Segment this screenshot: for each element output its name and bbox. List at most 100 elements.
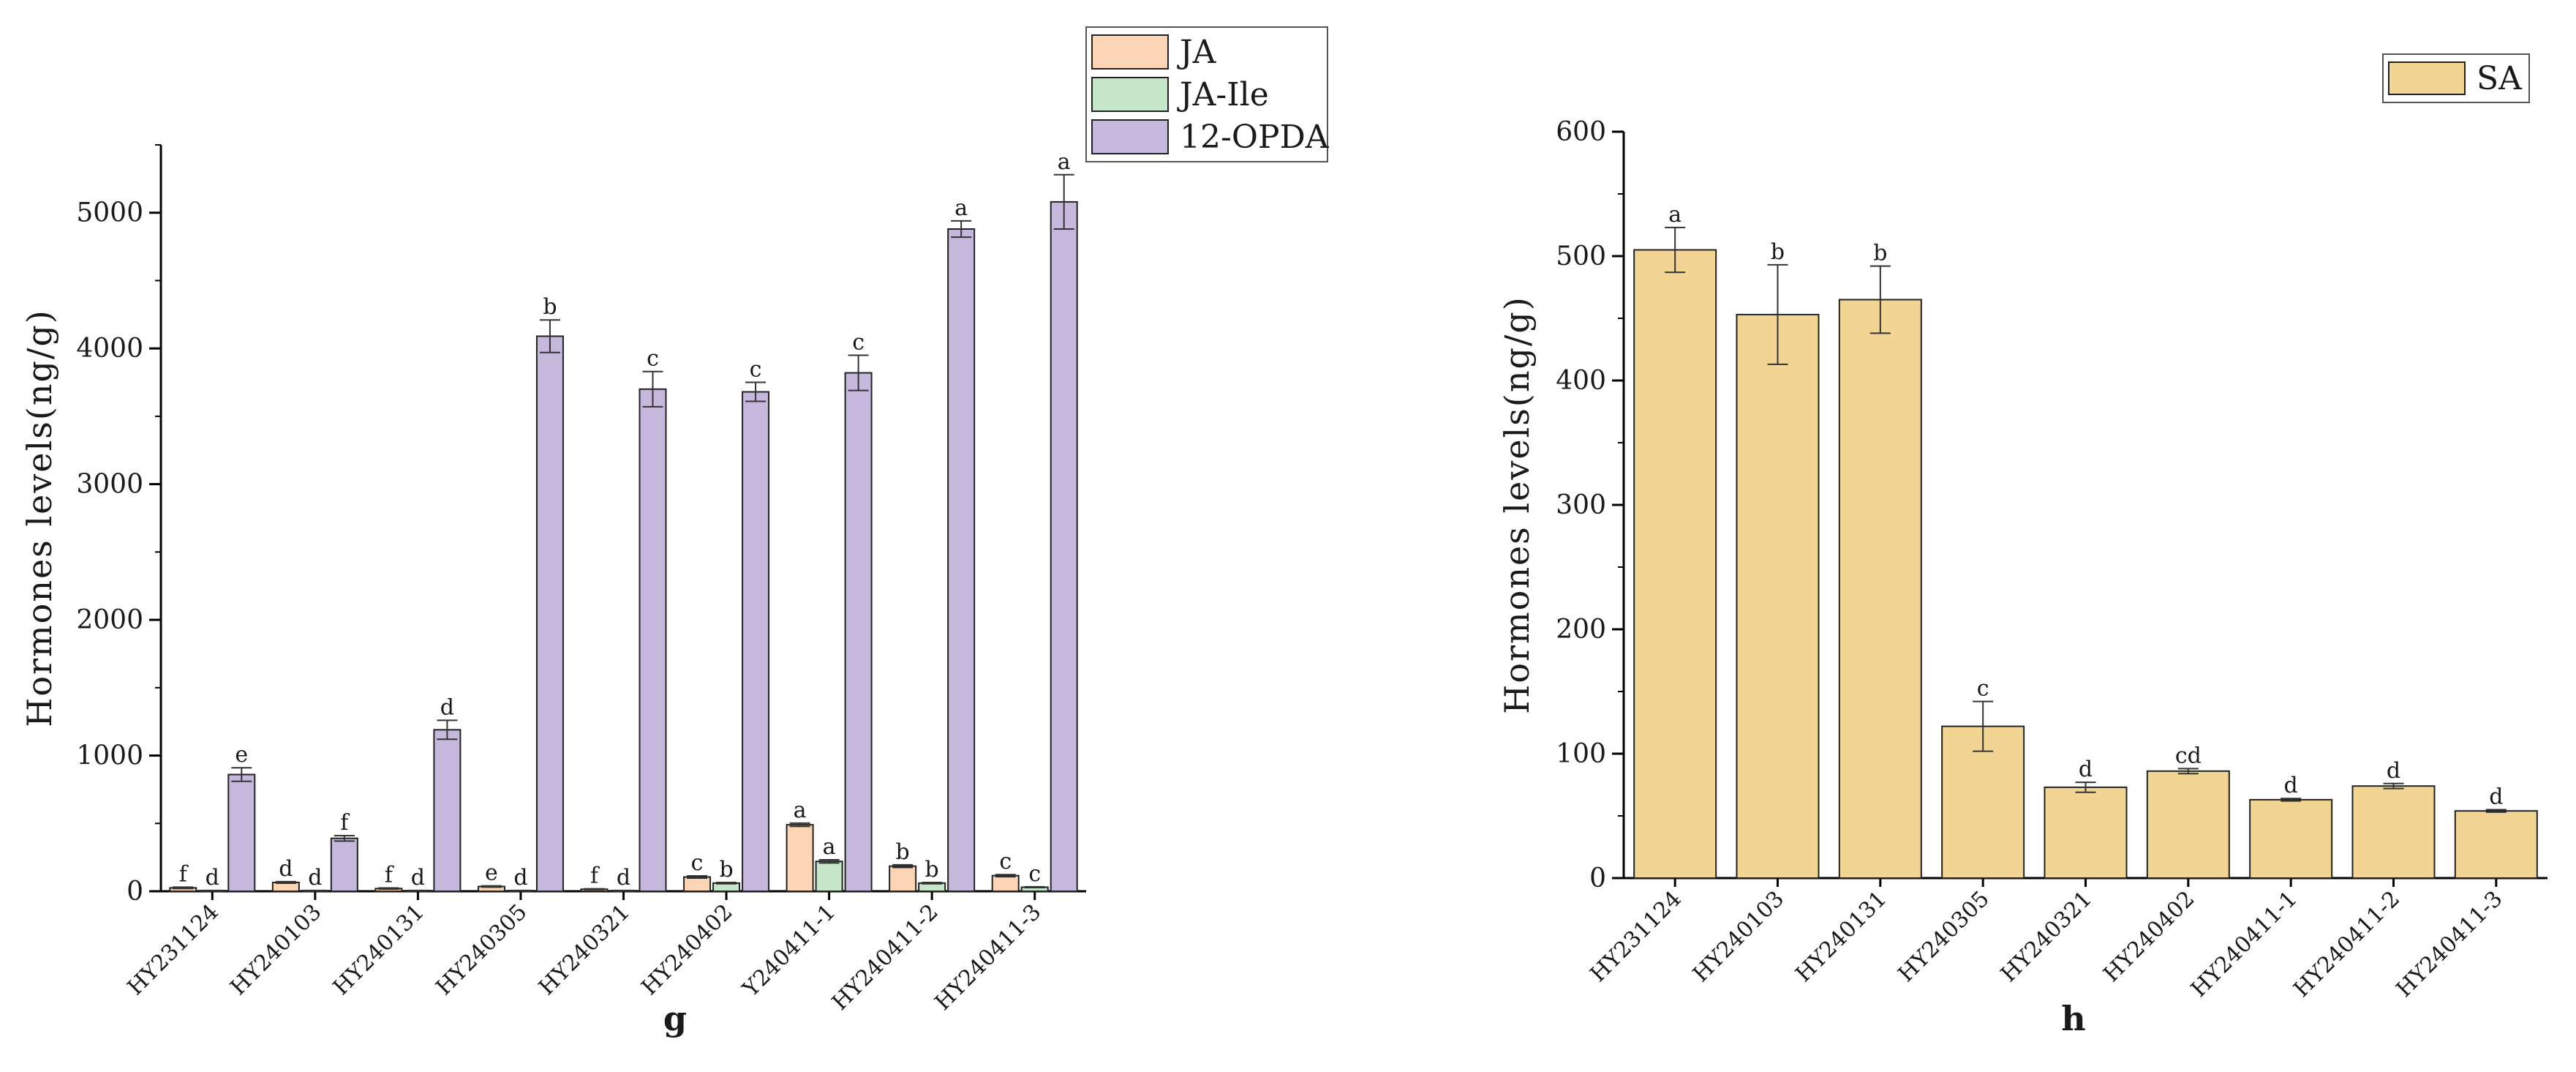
legend-label: JA-Ile (1177, 76, 1269, 113)
y-tick-label: 0 (1589, 863, 1606, 893)
significance-letter: b (543, 294, 557, 320)
significance-letter: d (411, 865, 425, 891)
significance-letter: d (2489, 784, 2503, 810)
x-tick-label: HY240411-2 (827, 899, 944, 1016)
significance-letter: f (340, 810, 350, 836)
x-tick-label: HY240305 (431, 899, 532, 1000)
significance-letter: f (179, 861, 189, 887)
bar-12-opda (742, 391, 770, 892)
significance-letter: d (206, 865, 219, 891)
y-tick-label: 4000 (76, 334, 143, 364)
significance-letter: d (513, 865, 527, 891)
y-axis-title: Hormones levels(ng/g) (1497, 296, 1537, 714)
significance-letter: e (235, 742, 248, 768)
significance-letter: c (852, 329, 865, 355)
significance-letter: a (1668, 202, 1681, 228)
legend-swatch (2388, 61, 2466, 95)
y-tick-label: 300 (1556, 490, 1606, 520)
significance-letter: f (385, 863, 394, 888)
y-tick-label: 500 (1556, 241, 1606, 271)
y-tick-label: 2000 (76, 605, 143, 635)
y-tick-label: 3000 (76, 470, 143, 500)
y-tick-label: 100 (1556, 739, 1606, 769)
x-tick-label: HY240411-3 (930, 899, 1046, 1016)
x-tick-label: HY240402 (2098, 886, 2199, 987)
legend: SA (2382, 53, 2530, 103)
x-tick-label: Y240411-1 (737, 899, 840, 1002)
bar-ja (786, 824, 814, 893)
significance-letter: a (954, 195, 968, 221)
x-tick-label: HY240103 (1688, 886, 1789, 987)
y-tick-label: 400 (1556, 366, 1606, 396)
significance-letter: b (1873, 241, 1887, 266)
y-tick-label: 1000 (76, 741, 143, 771)
significance-letter: a (794, 798, 807, 823)
bar-sa (2249, 798, 2333, 880)
legend: JA JA-Ile 12-OPDA (1085, 26, 1330, 162)
bar-sa (1736, 313, 1820, 879)
significance-letter: f (590, 863, 600, 889)
bar-sa (2146, 770, 2230, 880)
significance-letter: d (617, 865, 630, 891)
bar-12-opda (227, 773, 256, 892)
legend-swatch (1091, 119, 1169, 154)
significance-letter: e (485, 861, 498, 886)
bar-ja (889, 865, 917, 893)
significance-letter: c (750, 357, 762, 383)
bar-12-opda (1050, 200, 1078, 892)
x-tick-label: HY240305 (1894, 886, 1995, 987)
y-axis-title: Hormones levels(ng/g) (20, 309, 59, 727)
y-tick-label: 5000 (76, 198, 143, 228)
x-tick-label: HY240321 (534, 899, 635, 1000)
x-tick-label: HY231124 (1586, 886, 1687, 987)
x-tick-label: HY240131 (1790, 886, 1891, 987)
bar-ja-ile (815, 861, 843, 892)
legend-label: SA (2477, 60, 2523, 97)
significance-letter: c (691, 850, 704, 876)
bar-ja (991, 874, 1020, 893)
x-tick-label: HY240131 (328, 899, 429, 1000)
x-tick-label: HY240411-2 (2289, 886, 2405, 1002)
legend-label: JA (1177, 34, 1217, 71)
x-tick-label: HY240411-1 (2186, 886, 2302, 1002)
bar-12-opda (947, 228, 976, 892)
legend-label: 12-OPDA (1180, 119, 1330, 156)
significance-letter: c (647, 346, 659, 372)
bar-12-opda (433, 729, 462, 892)
significance-letter: b (896, 839, 910, 865)
x-tick-label: HY240103 (225, 899, 326, 1000)
significance-letter: cd (2175, 743, 2202, 768)
bar-12-opda (639, 388, 667, 892)
y-tick-label: 200 (1556, 615, 1606, 645)
significance-letter: c (999, 849, 1012, 874)
significance-letter: b (719, 857, 733, 882)
bar-12-opda (844, 372, 873, 892)
bar-sa (2454, 810, 2538, 879)
panel-label: h (2061, 999, 2085, 1038)
significance-letter: a (823, 834, 836, 860)
panel-label: g (663, 999, 687, 1038)
significance-letter: b (1771, 239, 1785, 265)
significance-letter: a (1058, 149, 1071, 175)
significance-letter: d (308, 865, 322, 891)
panel-g: 0 1000 2000 3000 4000 5000 Hormones levels(ng/… (20, 26, 1330, 1038)
y-tick-label: 0 (127, 877, 143, 907)
legend-swatch (1091, 34, 1169, 70)
bar-12-opda (535, 335, 564, 892)
significance-letter: d (440, 694, 454, 720)
significance-letter: d (279, 856, 293, 882)
significance-letter: d (2387, 758, 2400, 784)
significance-letter: c (1028, 861, 1041, 887)
bar-sa (2351, 785, 2436, 879)
x-tick-label: HY240402 (636, 899, 737, 1000)
panel-h: 0 100 200 300 400 500 600 Hormones levels(ng/g)… (1497, 53, 2547, 1038)
y-tick-label: 600 (1556, 117, 1606, 147)
bar-12-opda (330, 837, 358, 892)
bar-sa (2044, 786, 2128, 880)
bar-ja (683, 876, 712, 892)
x-tick-label: HY231124 (123, 899, 224, 1000)
x-tick-label: HY240411-3 (2392, 886, 2508, 1002)
significance-letter: d (2284, 773, 2298, 798)
